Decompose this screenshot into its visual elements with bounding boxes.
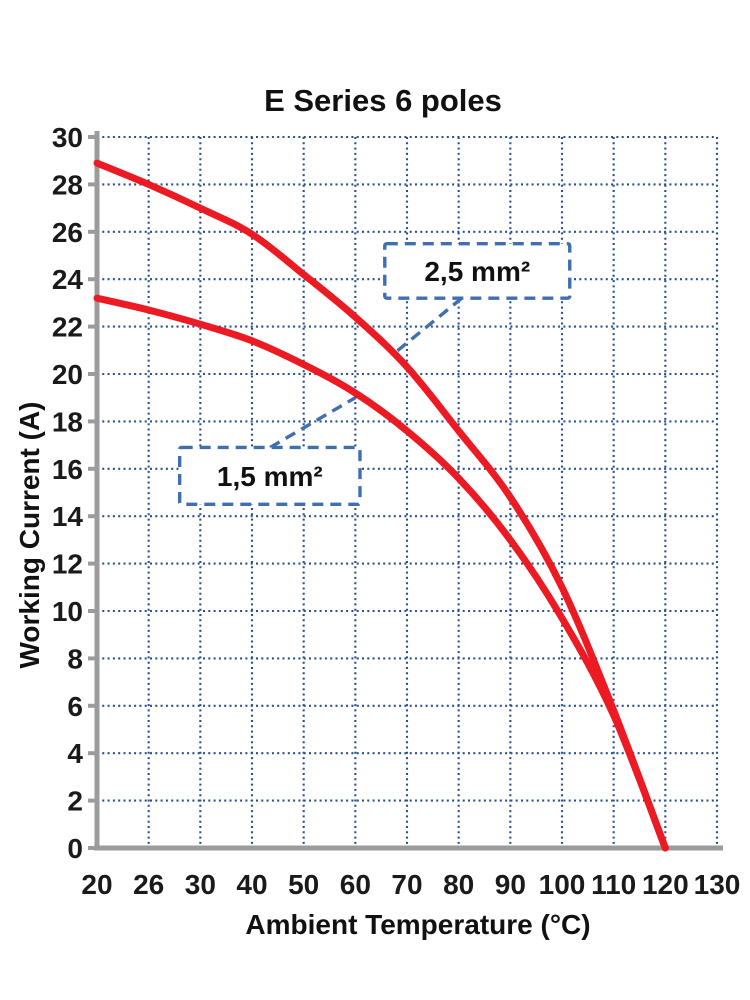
y-tick-label: 22 bbox=[52, 312, 83, 343]
callout-label-1-5-mm: 1,5 mm² bbox=[217, 461, 323, 492]
x-tick-label: 100 bbox=[539, 869, 586, 900]
chart-title: E Series 6 poles bbox=[264, 83, 502, 118]
y-tick-label: 16 bbox=[52, 454, 83, 485]
x-tick-label: 90 bbox=[495, 869, 526, 900]
y-tick-label: 2 bbox=[67, 786, 83, 817]
callout-leader-1-5-mm bbox=[269, 396, 357, 449]
callout-box-1-5-mm bbox=[177, 445, 362, 507]
x-tick-label: 130 bbox=[694, 869, 741, 900]
y-tick-label: 0 bbox=[67, 833, 83, 864]
y-tick-label: 26 bbox=[52, 217, 83, 248]
x-tick-label: 20 bbox=[81, 869, 112, 900]
y-tick-label: 24 bbox=[52, 264, 84, 295]
x-tick-label: 60 bbox=[340, 869, 371, 900]
y-tick-label: 30 bbox=[52, 122, 83, 153]
y-tick-label: 28 bbox=[52, 169, 83, 200]
callout-label-2-5-mm: 2,5 mm² bbox=[424, 256, 530, 287]
y-tick-label: 4 bbox=[67, 738, 83, 769]
x-tick-label: 80 bbox=[443, 869, 474, 900]
y-tick-label: 18 bbox=[52, 406, 83, 437]
x-tick-label: 70 bbox=[391, 869, 422, 900]
callout-box-2-5-mm bbox=[383, 241, 572, 300]
y-tick-label: 6 bbox=[67, 691, 83, 722]
y-tick-label: 8 bbox=[67, 643, 83, 674]
x-tick-label: 40 bbox=[236, 869, 267, 900]
x-tick-label: 120 bbox=[642, 869, 689, 900]
x-tick-label: 110 bbox=[591, 869, 636, 900]
callout-leader-2-5-mm bbox=[394, 296, 463, 354]
x-axis-title: Ambient Temperature (°C) bbox=[245, 909, 591, 940]
y-tick-label: 20 bbox=[52, 359, 83, 390]
curve-2-5-mm bbox=[93, 159, 669, 852]
x-tick-label: 30 bbox=[185, 869, 216, 900]
x-tick-label: 26 bbox=[133, 869, 164, 900]
y-tick-label: 12 bbox=[52, 549, 83, 580]
x-tick-label: 50 bbox=[288, 869, 319, 900]
y-tick-label: 14 bbox=[52, 501, 84, 532]
y-tick-label: 10 bbox=[52, 596, 83, 627]
curve-1-5-mm bbox=[93, 294, 669, 852]
